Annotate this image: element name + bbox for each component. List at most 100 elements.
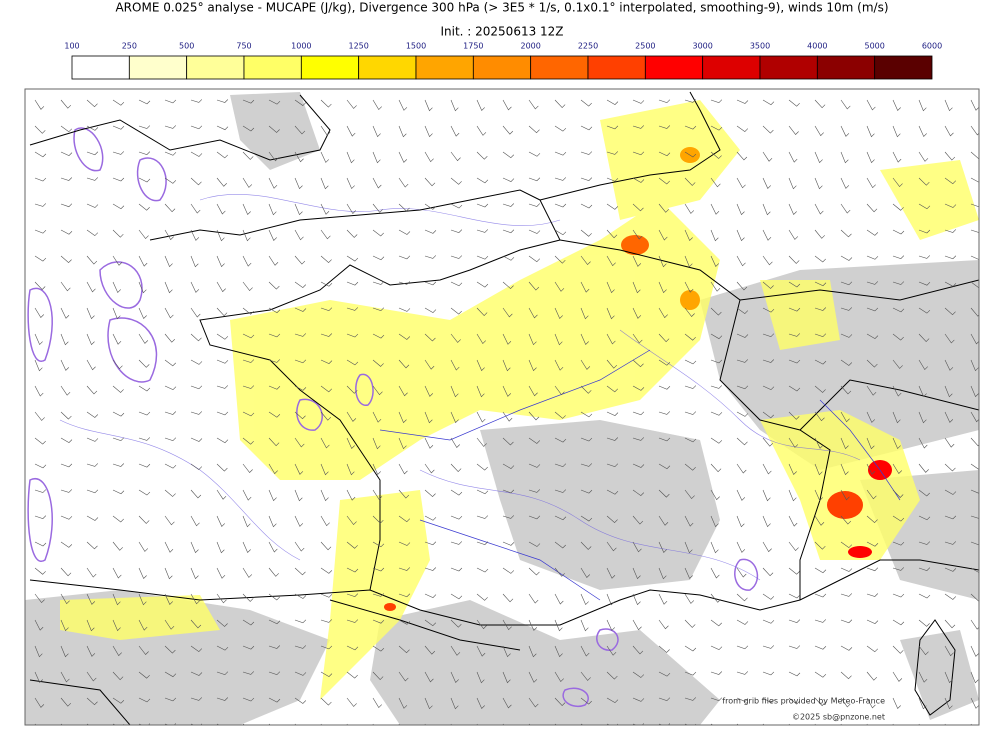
wind-barb (762, 203, 771, 216)
wind-barb (684, 151, 697, 158)
map-frame (24, 88, 980, 726)
wind-barb (112, 463, 125, 467)
wind-barb (424, 541, 437, 546)
wind-barb (528, 125, 540, 134)
wind-barb (398, 593, 411, 598)
wind-barb (294, 125, 306, 135)
cape-areas (60, 100, 979, 700)
wind-barb (892, 463, 903, 474)
wind-barb (580, 437, 593, 442)
wind-barb (658, 489, 670, 498)
wind-barb (372, 593, 385, 597)
wind-barb (34, 151, 47, 158)
wind-barb (398, 307, 411, 312)
wind-barb (970, 593, 979, 602)
wind-barb (606, 489, 619, 495)
colorbar-segment (759, 55, 818, 80)
wind-barb (34, 255, 47, 262)
wind-barb (554, 437, 567, 443)
wind-barb (112, 437, 125, 442)
wind-barb (814, 151, 823, 164)
wind-barb (814, 411, 825, 422)
wind-barb (658, 541, 667, 553)
wind-barb (658, 411, 671, 415)
wind-barb (138, 359, 150, 368)
wind-barb (398, 125, 407, 138)
wind-barb (268, 125, 280, 133)
wind-barb (190, 515, 200, 527)
wind-barb (190, 541, 199, 554)
wind-barb (34, 619, 44, 631)
wind-barb (60, 151, 73, 156)
wind-barb (112, 671, 124, 681)
wind-barb (710, 697, 723, 702)
wind-barb (918, 697, 927, 710)
wind-barb (736, 619, 749, 625)
wind-barb (476, 567, 489, 573)
wind-barb (476, 541, 489, 545)
wind-barb (554, 541, 566, 549)
wind-barb (294, 593, 307, 599)
wind-barb (424, 229, 437, 234)
cape-area (600, 100, 740, 220)
wind-barb (450, 177, 462, 185)
wind-barb (476, 671, 485, 684)
colorbar-label: 6000 (922, 42, 942, 51)
wind-barb (814, 463, 823, 476)
wind-barb (138, 671, 150, 679)
wind-barb (476, 645, 486, 657)
wind-barb (398, 723, 400, 725)
wind-barb (632, 671, 645, 678)
wind-barb (788, 151, 798, 163)
wind-barb (268, 229, 277, 241)
wind-barb (60, 411, 72, 420)
wind-barb (164, 177, 177, 184)
colorbar-segment (816, 55, 876, 80)
contour (734, 558, 759, 591)
wind-barb (34, 437, 46, 445)
wind-barb (684, 177, 696, 186)
wind-barb (944, 671, 953, 684)
wind-barb (736, 411, 749, 417)
wind-barb (190, 99, 203, 103)
wind-barb (372, 463, 381, 475)
wind-barb (866, 411, 876, 423)
wind-barb (320, 515, 330, 527)
wind-barb (60, 281, 71, 292)
wind-barb (164, 515, 175, 526)
wind-barb (320, 229, 331, 240)
wind-barb (476, 229, 489, 233)
wind-barb (268, 99, 281, 105)
wind-barb (502, 177, 515, 182)
wind-barb (476, 151, 488, 160)
wind-barb (840, 177, 850, 189)
wind-barb (268, 541, 278, 553)
colorbar-label: 2250 (578, 42, 598, 51)
wind-barb (918, 99, 927, 112)
wind-barb (164, 671, 177, 678)
wind-barb (632, 99, 645, 104)
wind-barb (684, 229, 693, 242)
cape-area (880, 160, 979, 240)
wind-barb (944, 385, 953, 398)
wind-barb (424, 463, 435, 474)
wind-barb (450, 99, 459, 112)
wind-barb (268, 411, 281, 418)
wind-barb (216, 593, 227, 604)
wind-barb (892, 255, 905, 259)
wind-barb (840, 99, 851, 110)
wind-barb (216, 489, 227, 500)
wind-barb (294, 515, 304, 527)
wind-barb (736, 151, 748, 161)
wind-barb (320, 385, 333, 393)
wind-barb (710, 99, 723, 104)
wind-barb (788, 203, 797, 216)
wind-barb (866, 125, 875, 138)
wind-barb (86, 333, 95, 346)
wind-barb (372, 723, 374, 725)
wind-barb (138, 307, 147, 320)
wind-barb (450, 359, 460, 371)
wind-barb (320, 619, 333, 623)
wind-barb (398, 697, 408, 709)
